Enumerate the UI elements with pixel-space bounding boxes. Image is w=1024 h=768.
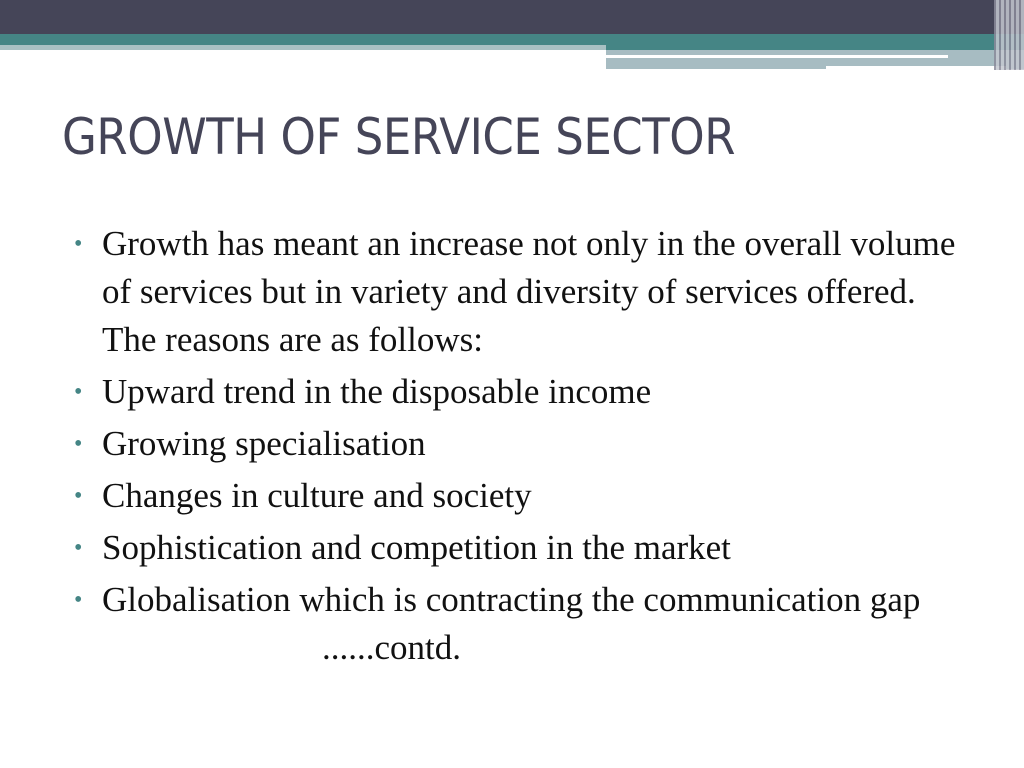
continued-note: ......contd. [322, 628, 462, 667]
header-accent-white-line [606, 55, 948, 58]
header-accent-block [606, 50, 1024, 69]
list-item: • Upward trend in the disposable income [72, 368, 972, 416]
bullet-list: • Growth has meant an increase not only i… [72, 220, 972, 676]
bullet-text: Globalisation which is contracting the c… [102, 580, 921, 619]
slide-title: GROWTH OF SERVICE SECTOR [62, 108, 736, 166]
list-item: • Changes in culture and society [72, 472, 972, 520]
list-item: • Growing specialisation [72, 420, 972, 468]
bullet-text: Growing specialisation [102, 424, 426, 463]
bullet-icon: • [74, 431, 83, 457]
bullet-icon: • [74, 535, 83, 561]
bullet-text: Upward trend in the disposable income [102, 372, 652, 411]
header-accent-line [0, 45, 606, 50]
bullet-text: Sophistication and competition in the ma… [102, 528, 731, 567]
bullet-text: Growth has meant an increase not only in… [102, 224, 956, 359]
bullet-icon: • [74, 379, 83, 405]
header-stripes [994, 0, 1024, 70]
list-item: • Globalisation which is contracting the … [72, 576, 972, 672]
header-accent-white-cut [826, 66, 1006, 70]
bullet-icon: • [74, 483, 83, 509]
list-item: • Growth has meant an increase not only i… [72, 220, 972, 364]
bullet-text: Changes in culture and society [102, 476, 532, 515]
bullet-icon: • [74, 231, 83, 257]
header-band-dark [0, 0, 1024, 34]
list-item: • Sophistication and competition in the m… [72, 524, 972, 572]
bullet-icon: • [74, 587, 83, 613]
